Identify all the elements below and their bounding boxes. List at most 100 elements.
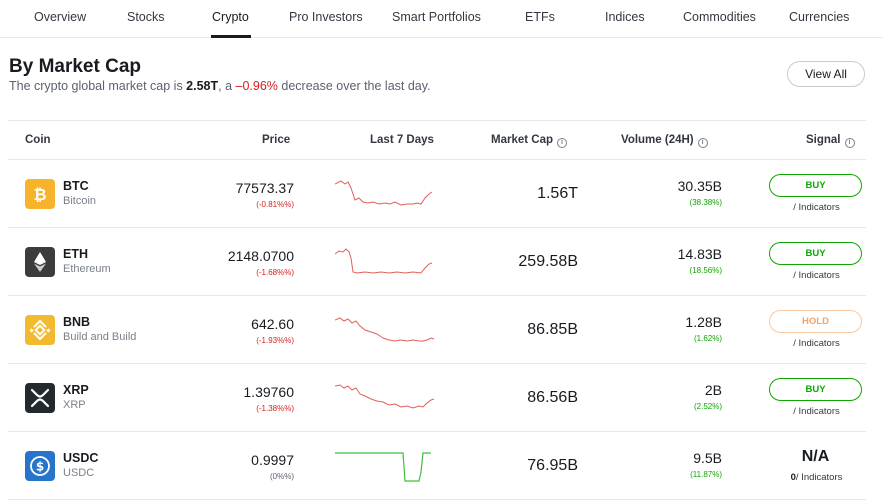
coin-price-change: (-1.93%%) <box>256 336 294 345</box>
signal-button[interactable]: BUY <box>769 174 862 197</box>
bnb-icon <box>25 315 55 345</box>
coin-price-change: (-1.68%%) <box>256 268 294 277</box>
nav-item-currencies[interactable]: Currencies <box>789 10 850 24</box>
coin-name: Ethereum <box>63 263 111 275</box>
coin-market-cap: 259.58B <box>518 253 578 270</box>
table-row[interactable]: $ USDC USDC 0.9997 (0%%) 76.95B 9.5B (11… <box>8 432 866 500</box>
signal-not-available: N/A <box>801 448 830 465</box>
bitcoin-icon: ₿ <box>25 179 55 209</box>
indicators-label: / Indicators <box>793 406 840 417</box>
top-nav: Overview Stocks Crypto Pro Investors Sma… <box>0 0 883 38</box>
coin-price: 77573.37 <box>235 180 294 196</box>
nav-item-smart-portfolios[interactable]: Smart Portfolios <box>392 10 481 24</box>
signal-button[interactable]: BUY <box>769 242 862 265</box>
column-header-signal-label: Signal <box>806 134 841 146</box>
nav-active-indicator <box>211 35 251 38</box>
svg-text:$: $ <box>36 460 44 474</box>
coin-name: USDC <box>63 467 95 479</box>
subtitle-post: decrease over the last day. <box>277 79 431 93</box>
coin-symbol[interactable]: ETH <box>63 247 88 261</box>
info-icon[interactable]: i <box>697 138 708 148</box>
coin-volume-change: (1.62%) <box>693 334 722 343</box>
indicators-count: 0 <box>790 472 796 483</box>
coin-symbol[interactable]: BTC <box>63 179 89 193</box>
column-header-market-cap[interactable]: Market Cap i <box>491 134 567 148</box>
indicators-label: / Indicators <box>795 472 843 483</box>
info-icon[interactable]: i <box>844 138 855 148</box>
signal-button[interactable]: HOLD <box>769 310 862 333</box>
nav-item-overview[interactable]: Overview <box>34 10 87 24</box>
column-header-coin[interactable]: Coin <box>25 134 51 146</box>
coin-volume: 2B <box>704 382 722 398</box>
column-header-volume[interactable]: Volume (24H) i <box>621 134 708 148</box>
indicators-link[interactable]: / Indicators <box>770 270 863 281</box>
indicators-label: / Indicators <box>793 270 840 281</box>
coin-price: 0.9997 <box>251 452 294 468</box>
nav-item-etfs[interactable]: ETFs <box>525 10 555 24</box>
usdc-icon: $ <box>25 451 55 481</box>
svg-text:₿: ₿ <box>33 185 46 204</box>
nav-item-pro-investors[interactable]: Pro Investors <box>289 10 363 24</box>
coin-symbol[interactable]: XRP <box>63 383 89 397</box>
indicators-label: / Indicators <box>793 338 840 349</box>
xrp-icon <box>25 383 55 413</box>
page-subtitle: The crypto global market cap is 2.58T, a… <box>9 79 431 93</box>
coin-price: 642.60 <box>251 316 294 332</box>
subtitle-pre: The crypto global market cap is <box>9 79 187 93</box>
coin-symbol[interactable]: BNB <box>63 315 91 329</box>
coin-price-change: (-1.38%%) <box>256 404 294 413</box>
global-market-cap-change: –0.96% <box>235 79 278 93</box>
signal-button[interactable]: BUY <box>769 378 862 401</box>
sparkline-chart <box>335 384 435 409</box>
indicators-link[interactable]: / Indicators <box>770 202 863 213</box>
table-row[interactable]: BNB Build and Build 642.60 (-1.93%%) 86.… <box>8 296 866 364</box>
column-header-signal[interactable]: Signal i <box>806 134 855 148</box>
indicators-link[interactable]: / Indicators <box>770 338 863 349</box>
coin-price-change: (-0.81%%) <box>256 200 294 209</box>
sparkline-chart <box>335 452 431 482</box>
column-header-market-cap-label: Market Cap <box>491 134 553 146</box>
coin-price-change: (0%%) <box>269 472 294 481</box>
coin-volume-change: (38.38%) <box>689 198 722 207</box>
coin-name: XRP <box>63 399 86 411</box>
table-row[interactable]: XRP XRP 1.39760 (-1.38%%) 86.56B 2B (2.5… <box>8 364 866 432</box>
coin-volume-change: (18.56%) <box>689 266 722 275</box>
coin-market-cap: 86.56B <box>527 389 578 406</box>
coin-volume: 14.83B <box>677 246 722 262</box>
info-icon[interactable]: i <box>557 138 567 148</box>
ethereum-icon <box>25 247 55 277</box>
global-market-cap-value: 2.58T <box>186 79 219 93</box>
nav-item-stocks[interactable]: Stocks <box>127 10 165 24</box>
coin-market-cap: 86.85B <box>527 321 578 338</box>
coin-market-cap: 1.56T <box>537 185 578 202</box>
indicators-label: / Indicators <box>793 202 840 213</box>
coin-volume: 30.35B <box>677 178 722 194</box>
nav-item-indices[interactable]: Indices <box>605 10 645 24</box>
sparkline-chart <box>335 248 433 274</box>
subtitle-mid: , a <box>218 79 236 93</box>
column-header-last-7-days: Last 7 Days <box>370 134 434 146</box>
coin-market-cap: 76.95B <box>527 457 578 474</box>
coin-price: 1.39760 <box>243 384 294 400</box>
table-row[interactable]: ₿ BTC Bitcoin 77573.37 (-0.81%%) 1.56T 3… <box>8 160 866 228</box>
coin-volume: 1.28B <box>685 314 722 330</box>
table-header: Coin Price Last 7 Days Market Cap i Volum… <box>8 120 866 160</box>
nav-item-commodities[interactable]: Commodities <box>683 10 756 24</box>
table-row[interactable]: ETH Ethereum 2148.0700 (-1.68%%) 259.58B… <box>8 228 866 296</box>
coin-price: 2148.0700 <box>227 248 294 264</box>
indicators-link[interactable]: 0/ Indicators <box>770 472 863 483</box>
column-header-volume-label: Volume (24H) <box>621 134 694 146</box>
column-header-price[interactable]: Price <box>262 134 291 146</box>
nav-item-crypto[interactable]: Crypto <box>212 10 249 24</box>
coin-symbol[interactable]: USDC <box>63 451 99 465</box>
coin-name: Build and Build <box>63 331 137 343</box>
sparkline-chart <box>335 317 435 342</box>
coin-volume-change: (2.52%) <box>693 402 722 411</box>
coin-name: Bitcoin <box>63 195 97 207</box>
sparkline-chart <box>335 180 433 206</box>
view-all-button[interactable]: View All <box>787 61 865 87</box>
page-title: By Market Cap <box>9 56 141 77</box>
indicators-link[interactable]: / Indicators <box>770 406 863 417</box>
coin-volume: 9.5B <box>693 450 722 466</box>
coin-volume-change: (11.87%) <box>690 470 722 479</box>
